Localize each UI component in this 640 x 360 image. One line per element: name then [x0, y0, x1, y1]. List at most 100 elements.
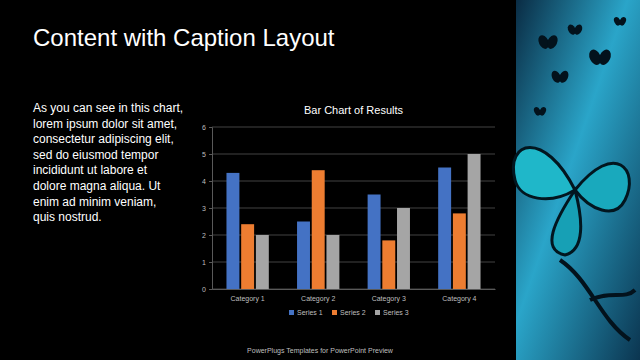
- y-tick: 6: [202, 124, 212, 131]
- bar: [226, 173, 239, 289]
- grid-line: [212, 208, 495, 209]
- series: [256, 154, 481, 289]
- y-tick: 1: [202, 259, 212, 266]
- slide-title: Content with Caption Layout: [33, 24, 335, 51]
- butterfly: [513, 148, 629, 256]
- grid-line: [212, 262, 495, 263]
- x-axis-line: [213, 289, 496, 290]
- legend-item: Series 3: [375, 309, 409, 316]
- slide: Content with Caption Layout As you can se…: [0, 0, 640, 360]
- series: [241, 170, 466, 289]
- legend-label: Series 2: [340, 309, 366, 316]
- footer: PowerPlugs Templates for PowerPoint Prev…: [247, 347, 394, 355]
- y-tick-label: 0: [202, 286, 206, 293]
- butterfly: [550, 69, 571, 84]
- legend: Series 1 Series 2 Series 3: [289, 309, 409, 316]
- y-tick-mark: [209, 289, 212, 290]
- bar: [382, 240, 395, 289]
- y-tick: 3: [202, 205, 212, 212]
- bar: [326, 235, 339, 289]
- butterfly-wing: [545, 33, 560, 50]
- butterfly: [613, 16, 628, 27]
- bar: [256, 235, 269, 289]
- y-tick: 4: [202, 178, 212, 185]
- y-tick-label: 2: [202, 232, 206, 239]
- y-tick: 0: [202, 286, 212, 293]
- caption-line: consectetur adipiscing elit,: [33, 132, 174, 146]
- bar: [241, 224, 254, 289]
- x-axis: Category 1 Category 2 Category 3 Category 4: [213, 290, 496, 303]
- x-tick: Category 1: [231, 295, 265, 303]
- grid: [212, 127, 495, 289]
- y-tick-label: 3: [202, 205, 206, 212]
- grid-line: [212, 127, 495, 128]
- y-tick: 2: [202, 232, 212, 239]
- y-tick-label: 5: [202, 151, 206, 158]
- grid-line: [212, 289, 495, 290]
- caption: As you can see in this chart, lorem ipsum…: [33, 101, 183, 224]
- background-art: [513, 0, 640, 360]
- butterfly-wing: [597, 48, 614, 67]
- grid-line: [212, 235, 495, 236]
- caption-line: quis nostrud.: [33, 210, 102, 224]
- x-tick: Category 2: [301, 295, 335, 303]
- y-tick-mark: [209, 154, 212, 155]
- caption-line: As you can see in this chart,: [33, 101, 183, 115]
- butterfly-wing: [575, 163, 629, 211]
- legend-label: Series 1: [297, 309, 323, 316]
- x-tick-label: Category 2: [301, 295, 335, 303]
- legend-swatch: [332, 310, 337, 315]
- y-tick-label: 1: [202, 259, 206, 266]
- caption-line: incididunt ut labore et: [33, 163, 148, 177]
- caption-line: dolore magna aliqua. Ut: [33, 179, 161, 193]
- x-tick: Category 4: [442, 295, 476, 303]
- y-tick-mark: [209, 127, 212, 128]
- y-tick-label: 4: [202, 178, 206, 185]
- bars: [226, 154, 480, 289]
- bar: [397, 208, 410, 289]
- grid-line: [212, 154, 495, 155]
- bar: [453, 213, 466, 289]
- chart-title: Bar Chart of Results: [304, 104, 404, 116]
- butterfly-wing: [557, 69, 570, 84]
- x-tick-label: Category 3: [372, 295, 406, 303]
- legend-swatch: [375, 310, 380, 315]
- x-tick-label: Category 1: [231, 295, 265, 303]
- background: [0, 0, 640, 360]
- x-tick: Category 3: [372, 295, 406, 303]
- bar: [312, 170, 325, 289]
- y-tick-mark: [209, 208, 212, 209]
- y-tick-mark: [209, 181, 212, 182]
- art-vine: [560, 260, 635, 340]
- y-tick-mark: [209, 262, 212, 263]
- bar: [468, 154, 481, 289]
- legend-item: Series 1: [289, 309, 323, 316]
- bar: [297, 222, 310, 290]
- chart: Bar Chart of Results0123456Category 1Cat…: [202, 104, 495, 316]
- y-tick: 5: [202, 151, 212, 158]
- caption-line: enim ad minim veniam,: [33, 195, 156, 209]
- butterfly-wing: [513, 148, 575, 199]
- caption-line: lorem ipsum dolor sit amet,: [33, 117, 177, 131]
- butterfly-wing: [618, 16, 627, 27]
- bar: [368, 195, 381, 290]
- butterfly: [587, 48, 613, 67]
- x-tick-label: Category 4: [442, 295, 476, 303]
- y-tick-mark: [209, 235, 212, 236]
- legend-item: Series 2: [332, 309, 366, 316]
- y-axis-line: [209, 128, 213, 290]
- y-axis: 0 1 2 3 4 5 6: [202, 124, 212, 293]
- butterfly: [566, 23, 584, 36]
- grid-line: [212, 181, 495, 182]
- legend-swatch: [289, 310, 294, 315]
- bar: [438, 168, 451, 290]
- y-tick-label: 6: [202, 124, 206, 131]
- caption-line: sed do eiusmod tempor: [33, 148, 158, 162]
- butterfly-wing: [573, 23, 584, 36]
- legend-label: Series 3: [383, 309, 409, 316]
- butterfly-wing: [538, 106, 547, 117]
- butterfly: [533, 106, 548, 117]
- series: [226, 168, 451, 290]
- butterfly: [536, 33, 559, 50]
- butterfly-wing: [552, 190, 581, 255]
